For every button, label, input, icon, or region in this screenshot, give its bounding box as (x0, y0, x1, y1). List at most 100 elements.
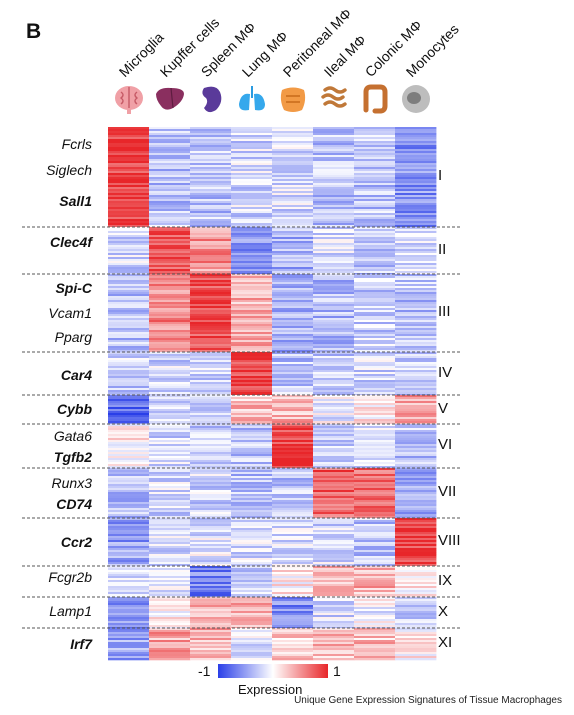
heatmap-cell (272, 392, 314, 395)
heatmap-cell (190, 221, 232, 224)
heatmap-cell (313, 510, 355, 513)
heatmap-cell (231, 261, 273, 264)
heatmap-cell (395, 550, 437, 553)
heatmap-cell (354, 488, 396, 491)
heatmap-cell (190, 189, 232, 192)
heatmap-cell (272, 492, 314, 495)
heatmap-cell (108, 241, 150, 244)
heatmap-cell (354, 384, 396, 387)
heatmap-cell (313, 199, 355, 202)
heatmap-cell (231, 609, 273, 612)
heatmap-cell (272, 131, 314, 134)
heatmap-cell (190, 413, 232, 416)
heatmap-cell (272, 411, 314, 414)
heatmap-cell (354, 506, 396, 509)
heatmap-cell (108, 510, 150, 513)
heatmap-cell (149, 169, 191, 172)
heatmap-cell (190, 520, 232, 523)
heatmap-cell (354, 324, 396, 327)
heatmap-cell (272, 490, 314, 493)
heatmap-cell (231, 532, 273, 535)
heatmap-cell (108, 566, 150, 569)
heatmap-cell (272, 249, 314, 252)
heatmap-cell (395, 292, 437, 295)
heatmap-cell (354, 417, 396, 420)
heatmap-cell (108, 636, 150, 639)
heatmap-cell (108, 253, 150, 256)
heatmap-cell (231, 243, 273, 246)
heatmap-cell (190, 397, 232, 400)
heatmap-cell (272, 430, 314, 433)
heatmap-cell (395, 336, 437, 339)
heatmap-cell (149, 201, 191, 204)
heatmap-cell (231, 564, 273, 567)
heatmap-cell (272, 526, 314, 529)
heatmap-cell (395, 310, 437, 313)
heatmap-cell (108, 259, 150, 262)
heatmap-cell (231, 320, 273, 323)
heatmap-cell (231, 500, 273, 503)
heatmap-cell (313, 370, 355, 373)
heatmap-cell (190, 207, 232, 210)
heatmap-cell (313, 397, 355, 400)
heatmap-cell (272, 328, 314, 331)
heatmap-cell (149, 550, 191, 553)
heatmap-cell (395, 448, 437, 451)
heatmap-cell (190, 127, 232, 130)
heatmap-cell (313, 552, 355, 555)
heatmap-cell (354, 430, 396, 433)
heatmap-cell (149, 340, 191, 343)
heatmap-cell (231, 625, 273, 628)
heatmap-cell (272, 474, 314, 477)
heatmap-cell (395, 139, 437, 142)
heatmap-cell (190, 225, 232, 228)
heatmap-cell (313, 452, 355, 455)
heatmap-cell (190, 399, 232, 402)
heatmap-cell (354, 271, 396, 274)
heatmap-cell (149, 534, 191, 537)
heatmap-cell (354, 217, 396, 220)
heatmap-cell (108, 642, 150, 645)
heatmap-cell (108, 217, 150, 220)
heatmap-cell (108, 229, 150, 232)
heatmap-cell (354, 149, 396, 152)
heatmap-cell (395, 340, 437, 343)
heatmap-cell (149, 584, 191, 587)
heatmap-cell (231, 282, 273, 285)
heatmap-cell (395, 328, 437, 331)
gene-label: Clec4f (49, 234, 92, 250)
heatmap-cell (313, 395, 355, 398)
heatmap-cell (354, 450, 396, 453)
heatmap-cell (313, 522, 355, 525)
heatmap-cell (149, 560, 191, 563)
heatmap-cell (354, 466, 396, 469)
heatmap-cell (190, 193, 232, 196)
heatmap-cell (149, 470, 191, 473)
heatmap-cell (190, 562, 232, 565)
heatmap-cell (190, 454, 232, 457)
heatmap-cell (354, 558, 396, 561)
heatmap-cell (231, 189, 273, 192)
heatmap-cell (272, 318, 314, 321)
heatmap-cell (272, 350, 314, 353)
heatmap-cell (313, 159, 355, 162)
heatmap-cell (190, 249, 232, 252)
heatmap-cell (231, 257, 273, 260)
heatmap-cell (108, 640, 150, 643)
heatmap-cell (149, 213, 191, 216)
heatmap-cell (313, 466, 355, 469)
heatmap-cell (395, 617, 437, 620)
heatmap-cell (190, 607, 232, 610)
heatmap-cell (395, 640, 437, 643)
heatmap-cell (190, 472, 232, 475)
heatmap-cell (231, 654, 273, 657)
heatmap-cell (231, 584, 273, 587)
heatmap-cell (149, 409, 191, 412)
heatmap-cell (190, 470, 232, 473)
heatmap-cell (231, 640, 273, 643)
heatmap-cell (149, 514, 191, 517)
heatmap-cell (108, 161, 150, 164)
heatmap-cell (190, 219, 232, 222)
heatmap-cell (231, 322, 273, 325)
heatmap-cell (149, 245, 191, 248)
